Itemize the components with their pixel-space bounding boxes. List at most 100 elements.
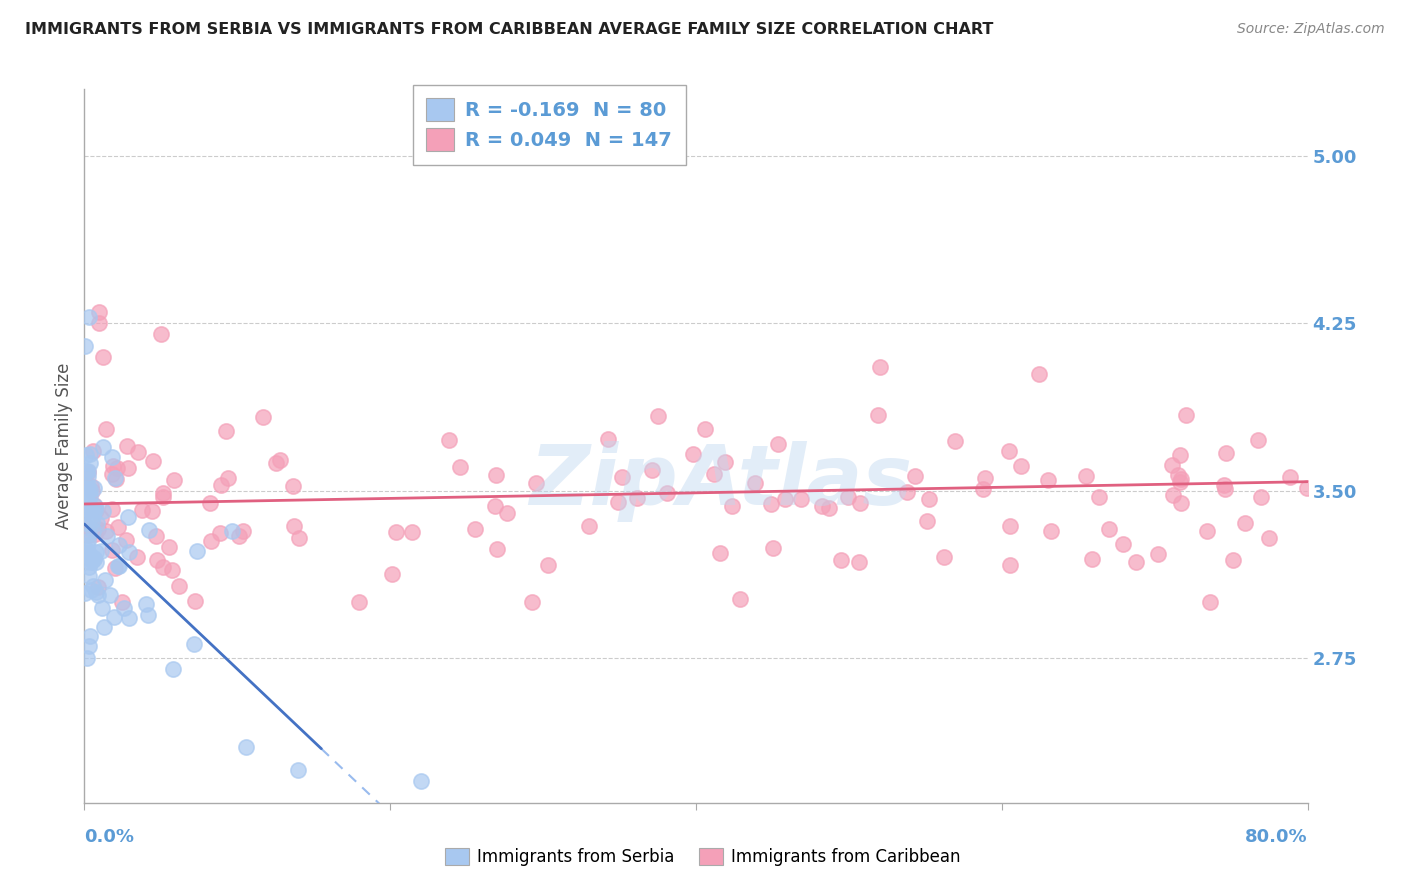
Point <box>87 316 110 330</box>
Point <box>77 533 100 548</box>
Point <box>486 541 509 556</box>
Point <box>1247 433 1270 447</box>
Point <box>84 500 107 514</box>
Point <box>449 460 471 475</box>
Point <box>90 544 112 558</box>
Point <box>215 424 238 438</box>
Point <box>77 464 100 478</box>
Point <box>484 499 506 513</box>
Point <box>464 522 486 536</box>
Point <box>115 533 138 547</box>
Point <box>932 550 955 565</box>
Point <box>115 439 138 453</box>
Point <box>1168 448 1191 462</box>
Point <box>721 499 744 513</box>
Point <box>75 516 97 530</box>
Point <box>104 471 127 485</box>
Point <box>903 469 925 483</box>
Point <box>972 483 994 497</box>
Point <box>1076 469 1098 483</box>
Point <box>84 556 107 570</box>
Point <box>96 529 118 543</box>
Point <box>728 592 751 607</box>
Point <box>82 579 104 593</box>
Point <box>101 459 124 474</box>
Point <box>384 524 406 539</box>
Y-axis label: Average Family Size: Average Family Size <box>55 363 73 529</box>
Point <box>87 305 110 319</box>
Text: Source: ZipAtlas.com: Source: ZipAtlas.com <box>1237 22 1385 37</box>
Point <box>76 520 98 534</box>
Point <box>1088 491 1111 505</box>
Point <box>186 544 208 558</box>
Point <box>117 611 139 625</box>
Point <box>145 529 167 543</box>
Point <box>94 573 117 587</box>
Point <box>105 472 128 486</box>
Point <box>76 651 98 665</box>
Point <box>136 607 159 622</box>
Point <box>1080 551 1102 566</box>
Point <box>869 359 891 374</box>
Point <box>283 519 305 533</box>
Point <box>146 553 169 567</box>
Point <box>198 496 221 510</box>
Point <box>77 497 100 511</box>
Point <box>91 350 114 364</box>
Point <box>75 479 97 493</box>
Text: ZipAtlas: ZipAtlas <box>529 442 912 522</box>
Point <box>83 503 105 517</box>
Point <box>79 555 101 569</box>
Point <box>773 491 796 506</box>
Point <box>709 546 731 560</box>
Point <box>84 502 107 516</box>
Point <box>606 495 628 509</box>
Point <box>141 504 163 518</box>
Point <box>82 484 104 499</box>
Point <box>76 465 98 479</box>
Point <box>80 550 103 565</box>
Point <box>811 500 834 514</box>
Point <box>1147 547 1170 561</box>
Point <box>75 449 97 463</box>
Point <box>101 501 124 516</box>
Point <box>1168 475 1191 490</box>
Point <box>142 454 165 468</box>
Point <box>157 541 180 555</box>
Point <box>183 637 205 651</box>
Point <box>744 476 766 491</box>
Point <box>1213 482 1236 496</box>
Point <box>150 327 173 342</box>
Point <box>83 481 105 495</box>
Point <box>90 511 112 525</box>
Point <box>1170 472 1192 486</box>
Point <box>152 560 174 574</box>
Point <box>107 520 129 534</box>
Point <box>83 552 105 566</box>
Point <box>107 538 129 552</box>
Point <box>1250 490 1272 504</box>
Point <box>221 524 243 538</box>
Point <box>1295 481 1317 495</box>
Point <box>998 444 1021 458</box>
Point <box>228 529 250 543</box>
Point <box>1040 524 1063 538</box>
Point <box>524 476 547 491</box>
Point <box>1010 458 1032 473</box>
Point <box>252 409 274 424</box>
Point <box>437 433 460 447</box>
Point <box>79 503 101 517</box>
Point <box>75 464 97 478</box>
Point <box>114 601 136 615</box>
Point <box>77 639 100 653</box>
Point <box>79 629 101 643</box>
Point <box>73 495 96 509</box>
Point <box>80 502 103 516</box>
Point <box>77 310 100 324</box>
Point <box>703 467 725 481</box>
Point <box>200 534 222 549</box>
Point <box>232 524 254 538</box>
Point <box>79 456 101 470</box>
Point <box>1198 595 1220 609</box>
Point <box>762 541 785 555</box>
